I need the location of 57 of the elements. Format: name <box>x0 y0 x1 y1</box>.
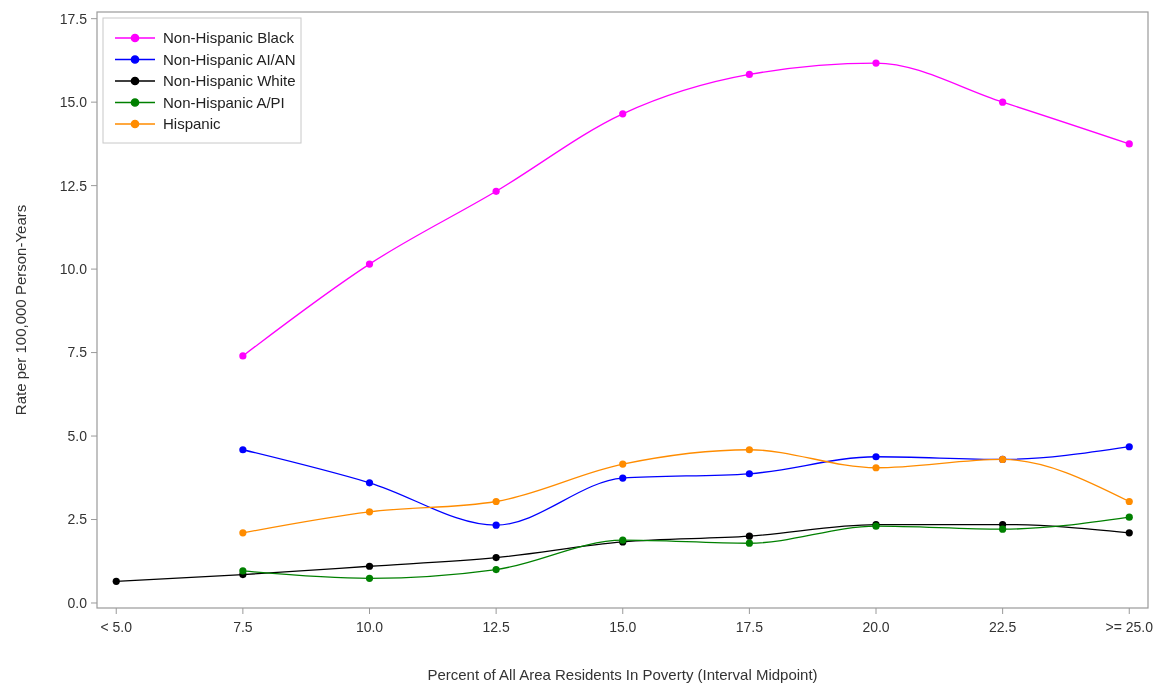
point <box>619 460 627 468</box>
point <box>365 562 374 570</box>
y-axis-title: Rate per 100,000 Person-Years <box>12 204 29 416</box>
point <box>492 566 500 574</box>
point <box>745 446 753 454</box>
point <box>1125 497 1133 506</box>
point <box>492 521 500 529</box>
y-tick-label: 17.5 <box>59 10 88 27</box>
point <box>745 532 753 540</box>
point <box>872 453 880 461</box>
y-tick-label: 0.0 <box>67 594 88 611</box>
x-tick-label: 22.5 <box>989 619 1017 635</box>
x-tick-label: 12.5 <box>482 619 510 635</box>
point <box>1125 513 1133 521</box>
point <box>365 508 374 516</box>
point <box>239 529 247 537</box>
point <box>1125 443 1133 451</box>
x-tick-label: >= 25.0 <box>1105 619 1154 635</box>
point <box>619 474 627 482</box>
x-axis-title: Percent of All Area Residents In Poverty (Interval Midpoint) <box>427 666 818 683</box>
point <box>365 574 374 582</box>
point <box>239 352 247 360</box>
y-tick-label: 10.0 <box>59 261 88 277</box>
point <box>492 187 500 195</box>
point <box>112 577 120 585</box>
point <box>872 59 880 67</box>
legend-label: Non-Hispanic A/PI <box>163 93 285 111</box>
point <box>745 470 753 478</box>
x-tick-label: 15.0 <box>609 619 637 635</box>
point <box>619 110 627 118</box>
y-tick-label: 15.0 <box>59 94 88 111</box>
x-tick-label: 20.0 <box>862 619 890 635</box>
point <box>239 567 247 575</box>
legend-label: Non-Hispanic White <box>163 72 296 90</box>
x-tick-label: < 5.0 <box>100 619 133 635</box>
point <box>365 260 374 268</box>
point <box>999 98 1007 106</box>
point <box>239 446 247 454</box>
x-tick-label: 7.5 <box>233 619 253 635</box>
point <box>745 70 753 79</box>
legend-label: Non-Hispanic Black <box>163 29 295 47</box>
legend-label: Hispanic <box>163 115 222 133</box>
point <box>872 464 880 472</box>
y-tick-label: 7.5 <box>67 344 88 361</box>
y-tick-label: 5.0 <box>67 427 88 444</box>
y-tick-label: 12.5 <box>59 177 88 194</box>
point <box>1125 140 1133 148</box>
x-tick-label: 10.0 <box>355 619 384 635</box>
point <box>999 525 1007 533</box>
point <box>492 553 500 562</box>
point <box>365 479 374 487</box>
legend-label: Non-Hispanic AI/AN <box>163 50 296 68</box>
y-tick-label: 2.5 <box>67 511 88 528</box>
point <box>1125 529 1133 537</box>
point <box>492 497 500 506</box>
x-tick-label: 17.5 <box>735 619 764 635</box>
point <box>745 539 753 547</box>
